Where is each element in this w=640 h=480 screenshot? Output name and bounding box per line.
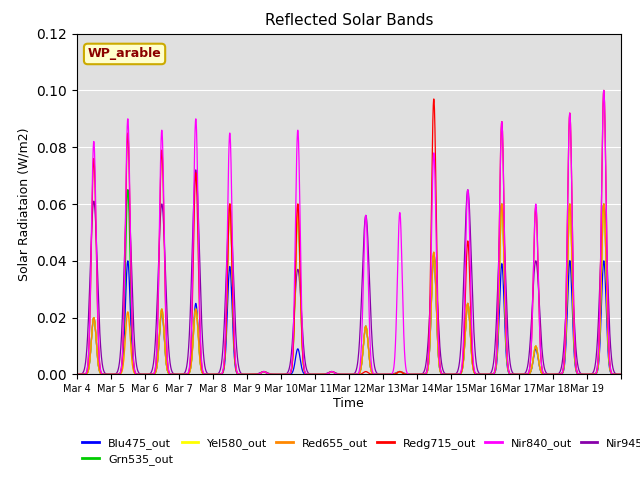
Text: WP_arable: WP_arable [88,48,161,60]
X-axis label: Time: Time [333,397,364,410]
Title: Reflected Solar Bands: Reflected Solar Bands [264,13,433,28]
Legend: Blu475_out, Grn535_out, Yel580_out, Red655_out, Redg715_out, Nir840_out, Nir945_: Blu475_out, Grn535_out, Yel580_out, Red6… [83,438,640,465]
Y-axis label: Solar Radiataion (W/m2): Solar Radiataion (W/m2) [18,127,31,281]
